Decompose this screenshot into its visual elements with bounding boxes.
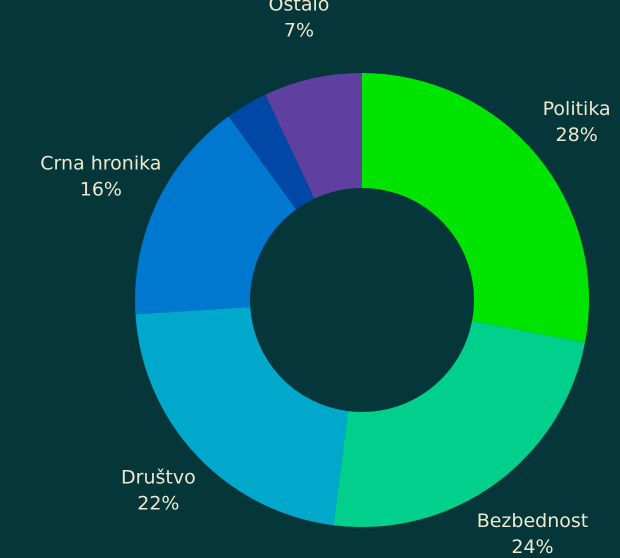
- segment-label: Društvo: [121, 467, 196, 489]
- segment-label: Politika: [543, 98, 611, 120]
- donut-segment: [135, 307, 348, 526]
- donut-segment: [333, 320, 585, 527]
- segment-label: Bezbednost: [477, 510, 589, 532]
- segment-value: 16%: [80, 179, 122, 201]
- donut-segment: [228, 94, 315, 210]
- donut-segment: [362, 73, 589, 343]
- segment-label: Crna hronika: [40, 153, 161, 175]
- donut-segment: [265, 73, 362, 199]
- donut-segment: [135, 116, 297, 315]
- segment-value: 22%: [137, 493, 179, 515]
- segment-value: 24%: [511, 536, 553, 558]
- segment-label: Ostalo: [269, 0, 330, 16]
- segment-value: 28%: [556, 124, 598, 146]
- segment-value: 7%: [284, 20, 314, 42]
